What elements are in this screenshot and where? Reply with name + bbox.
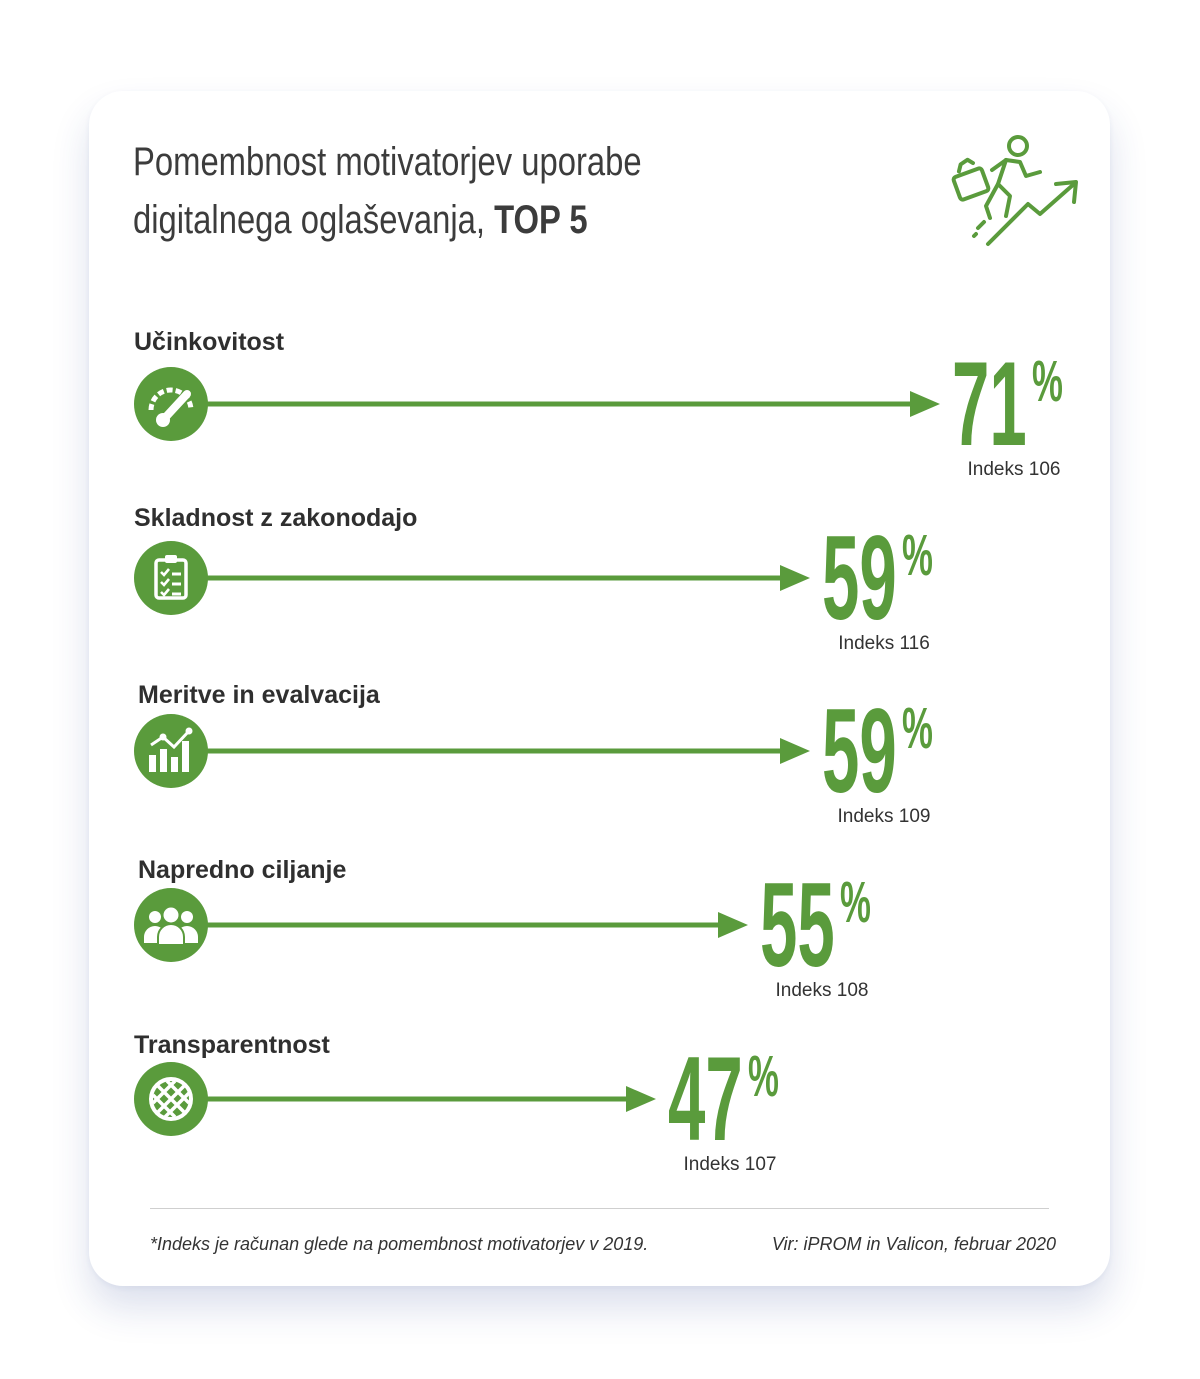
chart-title: Pomembnost motivatorjev uporabe digitaln… (133, 133, 642, 249)
bar-arrow-head (718, 912, 748, 938)
footnote: *Indeks je računan glede na pomembnost m… (150, 1234, 649, 1254)
businessman-climbing-growth-arrow-icon (951, 135, 1078, 246)
bar-arrow-head (626, 1086, 656, 1112)
footer-divider (150, 1208, 1049, 1209)
bar-arrow-head (780, 738, 810, 764)
category-icon-circle (134, 367, 208, 441)
category-label: Skladnost z zakonodajo (134, 504, 417, 532)
index-label: Indeks 109 (838, 806, 931, 827)
source-credit: Vir: iPROM in Valicon, februar 2020 (771, 1234, 1056, 1254)
category-label: Transparentnost (134, 1031, 331, 1059)
value-label: 55 (760, 857, 835, 991)
title-line-2: digitalnega oglaševanja, (133, 198, 485, 242)
index-label: Indeks 116 (838, 633, 930, 654)
category-icon-circle (134, 541, 208, 615)
percent-sign: % (1032, 350, 1063, 414)
category-icon-circle (134, 714, 208, 788)
title-line-1: Pomembnost motivatorjev uporabe (133, 140, 642, 184)
value-label: 59 (822, 510, 897, 644)
percent-sign: % (840, 871, 871, 935)
bar-arrow-head (780, 565, 810, 591)
transparency-sphere-icon (149, 1077, 193, 1121)
category-label: Učinkovitost (134, 328, 285, 356)
title-emphasis: TOP 5 (494, 198, 588, 242)
infographic-card (89, 91, 1110, 1286)
category-label: Meritve in evalvacija (138, 681, 381, 709)
value-label: 71 (952, 336, 1027, 470)
category-label: Napredno ciljanje (138, 856, 346, 884)
value-label: 47 (668, 1031, 743, 1165)
value-label: 59 (822, 683, 897, 817)
index-label: Indeks 108 (776, 980, 869, 1001)
percent-sign: % (902, 697, 933, 761)
percent-sign: % (902, 524, 933, 588)
index-label: Indeks 107 (684, 1154, 777, 1175)
percent-sign: % (748, 1045, 779, 1109)
bar-arrow-head (910, 391, 940, 417)
index-label: Indeks 106 (968, 459, 1061, 480)
